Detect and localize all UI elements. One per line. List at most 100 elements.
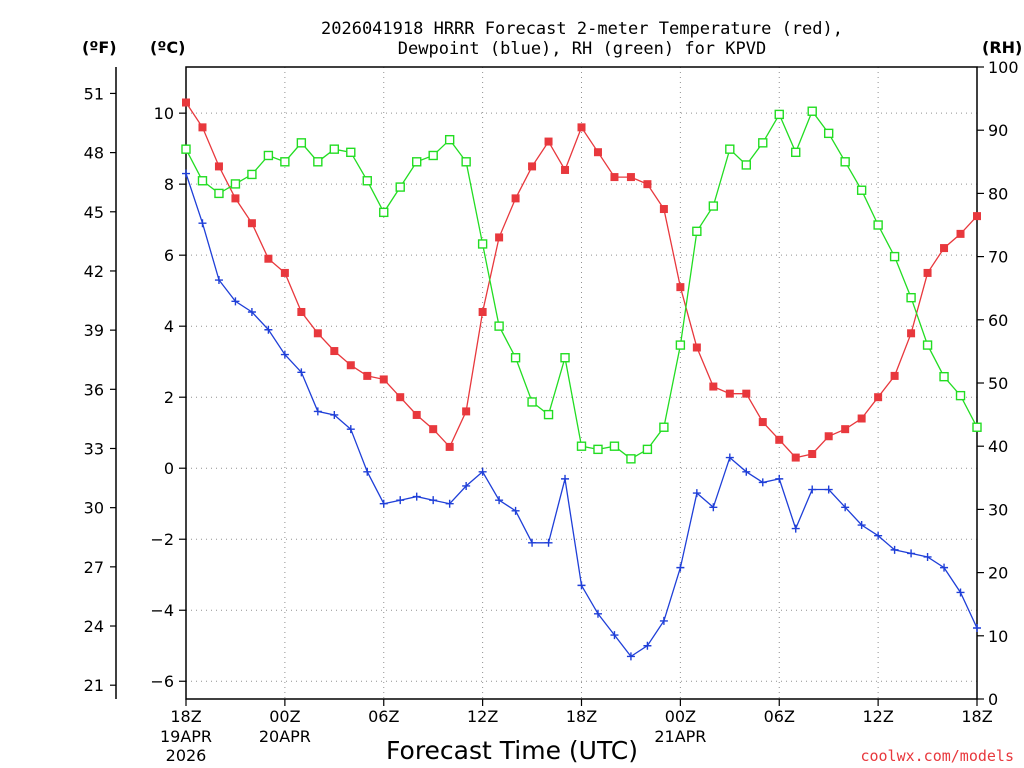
dewpoint-point bbox=[182, 169, 190, 178]
2-meter-temperature-point bbox=[824, 432, 833, 441]
2-meter-temperature-point bbox=[857, 414, 866, 423]
dewpoint-point bbox=[396, 496, 405, 505]
2-meter-temperature-point bbox=[643, 180, 652, 189]
dewpoint-point bbox=[841, 503, 850, 512]
fahrenheit-tick-label: 51 bbox=[84, 84, 104, 103]
2-meter-temperature-point bbox=[313, 329, 322, 338]
fahrenheit-unit-label: (ºF) bbox=[82, 38, 117, 57]
fahrenheit-tick-label: 48 bbox=[84, 144, 104, 163]
celsius-tick-label: −4 bbox=[150, 601, 174, 620]
dewpoint-point bbox=[544, 538, 553, 547]
dewpoint-point bbox=[478, 467, 487, 476]
2-meter-temperature-point bbox=[775, 435, 784, 444]
dewpoint-point bbox=[313, 407, 322, 416]
dewpoint-point bbox=[808, 485, 817, 494]
rh-point bbox=[543, 409, 554, 420]
rh-point bbox=[675, 340, 686, 350]
x-axis-label: Forecast Time (UTC) bbox=[386, 736, 638, 765]
2-meter-temperature-point bbox=[956, 229, 965, 238]
2-meter-temperature-point bbox=[725, 389, 734, 398]
dewpoint-point bbox=[363, 467, 372, 476]
2-meter-temperature-point bbox=[791, 453, 800, 462]
rh-point bbox=[395, 182, 405, 192]
dewpoint-point bbox=[577, 581, 586, 590]
celsius-tick-label: 6 bbox=[164, 246, 174, 265]
rh-point bbox=[477, 239, 488, 249]
2-meter-temperature-point bbox=[511, 194, 520, 203]
rh-point bbox=[659, 422, 669, 432]
dewpoint-point bbox=[874, 531, 883, 540]
fahrenheit-tick-label: 30 bbox=[84, 499, 104, 518]
fahrenheit-tick-label: 27 bbox=[84, 558, 104, 577]
axes: 2124273033363942454851−6−4−2024681001020… bbox=[84, 58, 1019, 765]
rh-point bbox=[461, 157, 471, 167]
rh-point bbox=[856, 185, 867, 195]
celsius-tick-label: −2 bbox=[150, 530, 174, 549]
2-meter-temperature-point bbox=[577, 123, 586, 132]
dewpoint-point bbox=[626, 652, 635, 661]
rh-tick-label: 90 bbox=[988, 121, 1008, 140]
dewpoint-point bbox=[775, 474, 784, 483]
rh-point bbox=[362, 176, 372, 186]
celsius-tick-label: 4 bbox=[164, 317, 174, 336]
rh-point bbox=[329, 144, 340, 154]
2-meter-temperature-point bbox=[478, 307, 487, 316]
rh-point bbox=[972, 422, 982, 432]
x-tick-date-label: 21APR bbox=[654, 727, 706, 746]
fahrenheit-tick-label: 24 bbox=[84, 617, 104, 636]
2-meter-temperature-point bbox=[396, 393, 405, 402]
rh-point bbox=[593, 444, 603, 455]
2-meter-temperature-point bbox=[940, 244, 949, 253]
x-tick-label: 18Z bbox=[961, 707, 992, 726]
dewpoint-point bbox=[198, 219, 207, 228]
celsius-tick-label: −6 bbox=[150, 672, 174, 691]
rh-point bbox=[708, 201, 719, 211]
rh-point bbox=[214, 188, 224, 199]
rh-point bbox=[576, 441, 587, 451]
fahrenheit-tick-label: 45 bbox=[84, 203, 104, 222]
rh-point bbox=[494, 321, 504, 331]
rh-point bbox=[741, 160, 751, 170]
2-meter-temperature-point bbox=[890, 371, 899, 380]
rh-point bbox=[626, 454, 636, 464]
2-meter-temperature-point bbox=[923, 268, 932, 277]
rh-tick-label: 100 bbox=[988, 58, 1019, 77]
fahrenheit-tick-label: 36 bbox=[84, 380, 104, 399]
rh-unit-label: (RH) bbox=[982, 38, 1022, 57]
rh-point bbox=[823, 128, 834, 139]
rh-tick-label: 80 bbox=[988, 184, 1008, 203]
dewpoint-point bbox=[676, 563, 685, 572]
rh-point bbox=[774, 109, 784, 120]
2-meter-temperature-point bbox=[610, 173, 619, 182]
2-meter-temperature-line bbox=[185, 102, 978, 459]
rh-point bbox=[346, 147, 356, 158]
2-meter-temperature-point bbox=[874, 393, 883, 402]
dewpoint-point bbox=[429, 496, 438, 505]
rh-point bbox=[873, 220, 883, 230]
dewpoint-point bbox=[742, 467, 751, 476]
rh-point bbox=[263, 150, 274, 161]
2-meter-temperature-point bbox=[297, 307, 306, 316]
dewpoint-point bbox=[709, 503, 718, 512]
fahrenheit-tick-label: 21 bbox=[84, 676, 104, 695]
x-tick-label: 18Z bbox=[170, 707, 201, 726]
dewpoint-point bbox=[495, 496, 504, 505]
rh-point bbox=[412, 157, 422, 167]
rh-point bbox=[889, 251, 900, 262]
rh-point bbox=[379, 207, 389, 218]
2-meter-temperature-point bbox=[495, 233, 504, 242]
2-meter-temperature-point bbox=[330, 347, 339, 356]
gridlines bbox=[186, 67, 977, 699]
rh-point bbox=[642, 444, 653, 455]
2-meter-temperature-point bbox=[808, 450, 817, 459]
rh-point bbox=[807, 106, 817, 116]
x-tick-date-label: 19APR bbox=[160, 727, 212, 746]
x-tick-label: 12Z bbox=[862, 707, 893, 726]
rh-tick-label: 60 bbox=[988, 311, 1008, 330]
rh-tick-label: 30 bbox=[988, 500, 1008, 519]
rh-tick-label: 50 bbox=[988, 374, 1008, 393]
2-meter-temperature-point bbox=[429, 425, 438, 434]
2-meter-temperature-point bbox=[264, 254, 273, 263]
2-meter-temperature-point bbox=[973, 212, 981, 221]
dewpoint-point bbox=[297, 368, 306, 377]
